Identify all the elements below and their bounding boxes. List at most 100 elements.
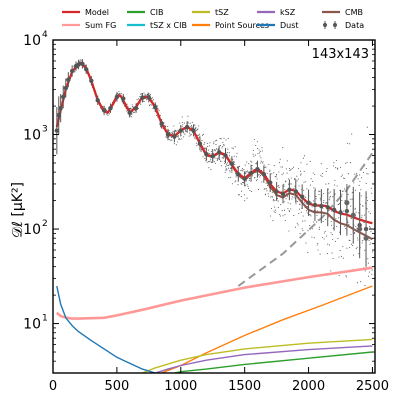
scatter-point [145,94,147,96]
scatter-point [300,211,302,213]
data-point [140,95,145,100]
scatter-point [316,214,318,217]
data-point [299,194,305,199]
scatter-point [324,202,326,204]
scatter-point [276,198,278,200]
scatter-point [208,167,210,169]
scatter-point [306,163,308,165]
scatter-point [221,147,223,149]
scatter-point [326,167,328,170]
scatter-point [260,160,262,162]
scatter-point [165,136,167,138]
scatter-point [322,220,324,223]
scatter-point [337,168,339,170]
scatter-point [207,145,209,147]
scatter-point [185,130,187,132]
scatter-point [289,203,291,205]
scatter-point [338,274,340,276]
scatter-point [347,193,349,195]
scatter-point [228,152,230,154]
scatter-point [316,221,318,223]
scatter-point [283,185,285,187]
scatter-point [355,225,357,228]
scatter-point [341,174,344,176]
scatter-point [228,164,230,166]
scatter-point [211,161,213,163]
scatter-point [292,166,295,168]
scatter-point [334,193,336,195]
scatter-point [117,92,119,95]
scatter-point [253,138,255,141]
data-point [58,105,63,111]
scatter-point [328,244,331,246]
data-scatter-layer [56,59,373,287]
scatter-point [366,126,368,128]
scatter-point [318,228,320,230]
scatter-point [149,103,151,106]
scatter-point [168,139,170,141]
scatter-point [285,180,287,182]
scatter-point [195,128,197,130]
scatter-point [298,208,300,210]
scatter-point [278,171,280,173]
scatter-point [150,93,152,95]
scatter-point [328,192,330,194]
scatter-point [249,178,251,180]
scatter-point [172,132,174,134]
scatter-point [354,208,356,210]
scatter-point [284,214,286,216]
scatter-point [251,168,253,170]
scatter-point [200,150,202,152]
scatter-point [213,161,215,163]
scatter-point [311,206,313,208]
scatter-point [175,144,177,146]
scatter-point [265,182,267,184]
scatter-point [349,246,351,248]
scatter-point [361,242,363,244]
scatter-point [288,183,290,185]
scatter-point [340,255,343,257]
scatter-point [273,165,275,167]
scatter-point [312,200,314,202]
scatter-point [209,152,211,155]
data-point [293,189,298,194]
scatter-point [291,196,294,198]
scatter-point [302,215,304,217]
scatter-point [304,196,307,198]
scatter-point [281,210,283,212]
scatter-point [371,269,373,271]
data-point [338,210,343,215]
scatter-point [296,222,298,224]
scatter-point [260,162,262,164]
scatter-point [332,258,334,260]
scatter-point [217,148,219,150]
scatter-point [295,178,297,180]
scatter-point [198,133,200,135]
scatter-point [234,163,236,166]
scatter-point [351,133,353,135]
x-tick-label: 1000 [164,379,197,394]
scatter-point [370,242,372,244]
scatter-point [209,160,211,162]
scatter-point [267,195,269,197]
scatter-point [334,240,336,242]
scatter-point [247,187,250,190]
scatter-point [332,196,334,198]
scatter-point [293,187,295,190]
scatter-point [208,145,210,147]
scatter-point [287,195,289,197]
data-point [287,187,292,193]
scatter-point [279,158,281,160]
scatter-point [330,232,332,234]
scatter-point [286,160,288,162]
scatter-point [291,198,293,200]
scatter-point [130,116,133,118]
legend-item-dust: Dust [257,21,299,30]
legend-label: Sum FG [85,21,116,30]
scatter-point [368,240,370,242]
scatter-point [225,139,227,141]
scatter-point [269,169,271,171]
scatter-point [324,230,326,233]
x-tick-label: 2500 [356,379,389,394]
scatter-point [210,168,212,170]
